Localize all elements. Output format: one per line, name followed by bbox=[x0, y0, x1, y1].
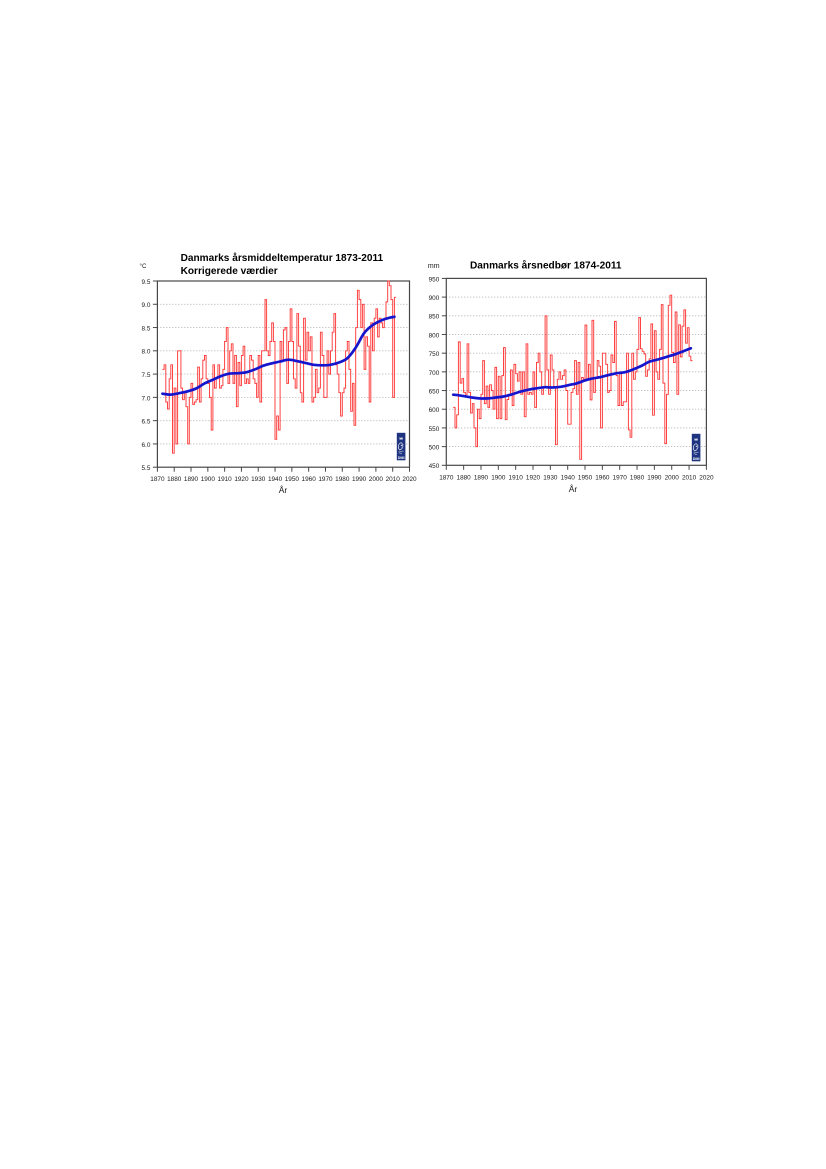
svg-text:1990: 1990 bbox=[352, 476, 367, 483]
svg-text:1900: 1900 bbox=[491, 474, 506, 481]
svg-text:950: 950 bbox=[429, 276, 440, 283]
svg-text:1990: 1990 bbox=[647, 474, 662, 481]
svg-text:8.0: 8.0 bbox=[142, 349, 151, 356]
svg-text:550: 550 bbox=[429, 426, 440, 433]
svg-text:DMI: DMI bbox=[398, 456, 405, 460]
svg-text:1920: 1920 bbox=[526, 474, 541, 481]
svg-text:1960: 1960 bbox=[302, 476, 317, 483]
svg-text:6.0: 6.0 bbox=[142, 442, 151, 449]
svg-text:600: 600 bbox=[429, 407, 440, 414]
svg-text:450: 450 bbox=[429, 463, 440, 470]
svg-text:Danmarks årsnedbør 1874-2011: Danmarks årsnedbør 1874-2011 bbox=[470, 259, 622, 271]
svg-text:1920: 1920 bbox=[234, 476, 249, 483]
svg-text:Danmarks årsmiddeltemperatur 1: Danmarks årsmiddeltemperatur 1873-2011 bbox=[181, 252, 384, 264]
svg-text:1930: 1930 bbox=[251, 476, 266, 483]
svg-text:750: 750 bbox=[429, 351, 440, 358]
svg-text:2020: 2020 bbox=[402, 476, 417, 483]
svg-text:2010: 2010 bbox=[386, 476, 401, 483]
svg-text:5.5: 5.5 bbox=[142, 465, 151, 472]
svg-text:2020: 2020 bbox=[699, 474, 714, 481]
svg-text:År: År bbox=[569, 484, 578, 494]
svg-text:9.0: 9.0 bbox=[142, 302, 151, 309]
svg-text:1950: 1950 bbox=[578, 474, 593, 481]
svg-text:1890: 1890 bbox=[184, 476, 199, 483]
svg-text:1980: 1980 bbox=[335, 476, 350, 483]
svg-text:1980: 1980 bbox=[630, 474, 645, 481]
svg-text:7.0: 7.0 bbox=[142, 395, 151, 402]
svg-text:2000: 2000 bbox=[369, 476, 384, 483]
svg-text:År: År bbox=[279, 485, 288, 495]
svg-text:700: 700 bbox=[429, 370, 440, 377]
svg-text:9.5: 9.5 bbox=[142, 279, 151, 286]
svg-text:mm: mm bbox=[428, 263, 440, 270]
svg-text:1950: 1950 bbox=[285, 476, 300, 483]
svg-text:500: 500 bbox=[429, 445, 440, 452]
svg-text:1880: 1880 bbox=[167, 476, 182, 483]
svg-text:850: 850 bbox=[429, 314, 440, 321]
svg-text:6.5: 6.5 bbox=[142, 419, 151, 426]
svg-text:1910: 1910 bbox=[218, 476, 233, 483]
svg-text:650: 650 bbox=[429, 388, 440, 395]
svg-text:DMI: DMI bbox=[693, 457, 700, 461]
svg-text:°C: °C bbox=[140, 263, 147, 270]
svg-text:1900: 1900 bbox=[201, 476, 216, 483]
svg-text:1970: 1970 bbox=[318, 476, 333, 483]
svg-text:Korrigerede værdier: Korrigerede værdier bbox=[181, 266, 278, 277]
svg-text:1880: 1880 bbox=[457, 474, 472, 481]
svg-text:800: 800 bbox=[429, 332, 440, 339]
svg-text:1870: 1870 bbox=[150, 476, 165, 483]
svg-text:2010: 2010 bbox=[682, 474, 697, 481]
svg-text:2000: 2000 bbox=[665, 474, 680, 481]
svg-text:1890: 1890 bbox=[474, 474, 489, 481]
svg-text:7.5: 7.5 bbox=[142, 372, 151, 379]
svg-text:1870: 1870 bbox=[439, 474, 454, 481]
svg-text:8.5: 8.5 bbox=[142, 325, 151, 332]
svg-text:1930: 1930 bbox=[543, 474, 558, 481]
svg-text:1910: 1910 bbox=[509, 474, 524, 481]
svg-text:900: 900 bbox=[429, 295, 440, 302]
svg-text:1940: 1940 bbox=[561, 474, 576, 481]
svg-text:1970: 1970 bbox=[613, 474, 628, 481]
svg-text:1940: 1940 bbox=[268, 476, 283, 483]
svg-text:1960: 1960 bbox=[595, 474, 610, 481]
